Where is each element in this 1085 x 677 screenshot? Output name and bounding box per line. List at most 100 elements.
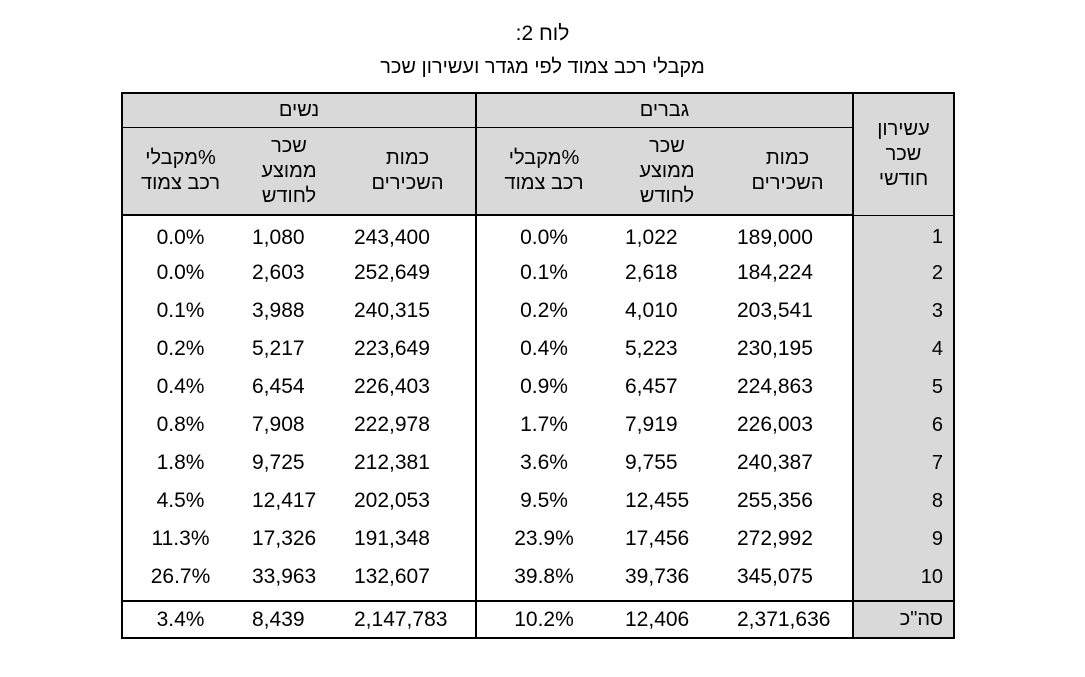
men-avg-salary-cell: 17,456 — [625, 527, 690, 550]
women-avg-salary-header: שכר ממוצע לחודש — [238, 127, 340, 216]
men-avg-salary-cell: 2,618 — [625, 261, 678, 284]
decile-cell: 3 — [852, 292, 953, 330]
men-count-cell: 203,541 — [737, 299, 813, 322]
men-avg-salary-cell: 39,736 — [625, 565, 690, 588]
women-pct-cell: 11.3% — [151, 527, 210, 550]
men-avg-salary-cell: 7,919 — [625, 413, 678, 436]
salary-decile-table: עשירון שכר חודשי גברים נשים כמות השכירים שכר… — [121, 92, 955, 639]
women-avg-salary-cell: 33,963 — [252, 565, 317, 588]
women-pct-cell: 1.8% — [156, 451, 205, 474]
men-count-cell: 184,224 — [737, 261, 813, 284]
table-title: לוח 2: — [515, 22, 570, 45]
men-count-cell: 240,387 — [737, 451, 813, 474]
women-avg-salary-cell: 9,725 — [252, 451, 305, 474]
men-count-cell: 189,000 — [737, 226, 813, 249]
table-row: 6 226,003 7,919 1.7% 222,978 7,908 0.8% — [123, 406, 953, 444]
women-pct-cell: 0.0% — [156, 226, 205, 249]
women-avg-salary-cell: 6,454 — [252, 375, 305, 398]
table-row: 4 230,195 5,223 0.4% 223,649 5,217 0.2% — [123, 330, 953, 368]
table-subtitle: מקבלי רכב צמוד לפי מגדר ועשירון שכר — [380, 56, 705, 78]
men-pct-cell: 0.1% — [475, 254, 611, 292]
men-avg-salary-cell: 1,022 — [625, 226, 678, 249]
women-avg-salary-cell: 1,080 — [252, 226, 305, 249]
decile-cell: 8 — [852, 482, 953, 520]
total-row: סה"כ 2,371,636 12,406 10.2% 2,147,783 8,… — [123, 600, 953, 637]
decile-header: עשירון שכר חודשי — [852, 94, 953, 216]
decile-cell: סה"כ — [852, 600, 953, 637]
women-count-cell: 223,649 — [354, 337, 430, 360]
men-avg-salary-cell: 9,755 — [625, 451, 678, 474]
women-pct-cell: 26.7% — [150, 565, 211, 588]
men-pct-cell: 0.9% — [475, 368, 611, 406]
women-count-cell: 243,400 — [354, 226, 430, 249]
table-row: 1 189,000 1,022 0.0% 243,400 1,080 0.0% — [123, 215, 953, 254]
table-row: 7 240,387 9,755 3.6% 212,381 9,725 1.8% — [123, 444, 953, 482]
men-count-cell: 224,863 — [737, 375, 813, 398]
decile-cell: 5 — [852, 368, 953, 406]
decile-cell: 10 — [852, 558, 953, 601]
table-row: 10 345,075 39,736 39.8% 132,607 33,963 2… — [123, 558, 953, 601]
men-pct-cell: 1.7% — [475, 406, 611, 444]
table-row: 5 224,863 6,457 0.9% 226,403 6,454 0.4% — [123, 368, 953, 406]
men-count-cell: 345,075 — [737, 565, 813, 588]
women-avg-salary-cell: 8,439 — [238, 600, 340, 637]
women-count-cell: 191,348 — [354, 527, 430, 550]
women-count-cell: 222,978 — [354, 413, 430, 436]
men-avg-salary-cell: 12,406 — [611, 600, 723, 637]
women-avg-salary-cell: 17,326 — [252, 527, 317, 550]
men-count-header: כמות השכירים — [723, 127, 853, 216]
women-pct-cell: 0.2% — [156, 337, 205, 360]
decile-cell: 4 — [852, 330, 953, 368]
decile-cell: 9 — [852, 520, 953, 558]
men-pct-cell: 23.9% — [475, 520, 611, 558]
table-row: 3 203,541 4,010 0.2% 240,315 3,988 0.1% — [123, 292, 953, 330]
group-header-men: גברים — [475, 94, 853, 128]
women-count-cell: 2,147,783 — [340, 600, 476, 637]
men-pct-cell: 0.2% — [475, 292, 611, 330]
women-count-cell: 212,381 — [354, 451, 430, 474]
women-avg-salary-cell: 12,417 — [252, 489, 317, 512]
men-count-cell: 2,371,636 — [723, 600, 853, 637]
women-count-cell: 132,607 — [354, 565, 430, 588]
women-avg-salary-cell: 5,217 — [252, 337, 305, 360]
men-count-cell: 226,003 — [737, 413, 813, 436]
men-count-cell: 255,356 — [737, 489, 813, 512]
men-pct-cell: 0.4% — [475, 330, 611, 368]
decile-cell: 1 — [852, 215, 953, 254]
men-pct-cell: 3.6% — [475, 444, 611, 482]
women-avg-salary-cell: 3,988 — [252, 299, 305, 322]
women-pct-cell: 0.1% — [156, 299, 205, 322]
men-avg-salary-cell: 5,223 — [625, 337, 678, 360]
men-pct-cell: 9.5% — [475, 482, 611, 520]
men-avg-salary-cell: 12,455 — [625, 489, 690, 512]
women-pct-cell: 4.5% — [156, 489, 205, 512]
decile-cell: 2 — [852, 254, 953, 292]
women-count-cell: 202,053 — [354, 489, 430, 512]
women-count-cell: 240,315 — [354, 299, 430, 322]
women-avg-salary-cell: 7,908 — [252, 413, 305, 436]
women-pct-cell: 3.4% — [123, 600, 238, 637]
women-count-header: כמות השכירים — [340, 127, 476, 216]
decile-cell: 7 — [852, 444, 953, 482]
women-count-cell: 252,649 — [354, 261, 430, 284]
women-pct-company-car-header: %מקבלי רכב צמוד — [123, 127, 238, 216]
men-pct-cell: 0.0% — [475, 215, 611, 254]
men-pct-cell: 10.2% — [475, 600, 611, 637]
men-avg-salary-cell: 4,010 — [625, 299, 678, 322]
men-pct-cell: 39.8% — [475, 558, 611, 601]
men-pct-company-car-header: %מקבלי רכב צמוד — [475, 127, 611, 216]
table-row: 2 184,224 2,618 0.1% 252,649 2,603 0.0% — [123, 254, 953, 292]
men-count-cell: 230,195 — [737, 337, 813, 360]
women-pct-cell: 0.0% — [156, 261, 205, 284]
men-avg-salary-cell: 6,457 — [625, 375, 678, 398]
decile-cell: 6 — [852, 406, 953, 444]
table-row: 8 255,356 12,455 9.5% 202,053 12,417 4.5… — [123, 482, 953, 520]
women-avg-salary-cell: 2,603 — [252, 261, 305, 284]
group-header-women: נשים — [123, 94, 476, 128]
women-pct-cell: 0.8% — [156, 413, 205, 436]
men-avg-salary-header: שכר ממוצע לחודש — [611, 127, 723, 216]
women-count-cell: 226,403 — [354, 375, 430, 398]
table-row: 9 272,992 17,456 23.9% 191,348 17,326 11… — [123, 520, 953, 558]
women-pct-cell: 0.4% — [156, 375, 205, 398]
men-count-cell: 272,992 — [737, 527, 813, 550]
